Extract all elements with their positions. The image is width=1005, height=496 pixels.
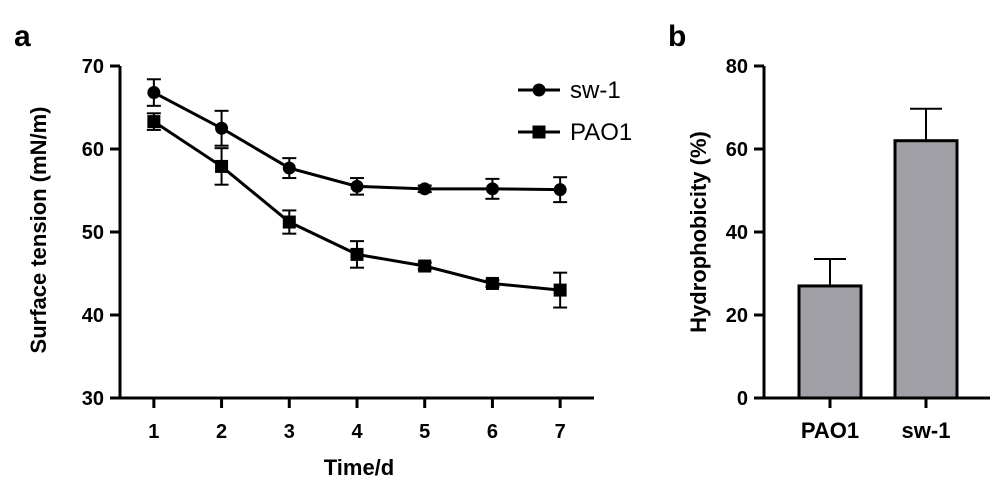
y-tick-label: 50 bbox=[82, 222, 104, 244]
panel-b-letter: b bbox=[668, 20, 686, 53]
series-line-sw-1 bbox=[153, 91, 561, 192]
data-point-pao1 bbox=[418, 259, 432, 273]
panel-a-letter: a bbox=[14, 20, 31, 53]
category-label-sw-1: sw-1 bbox=[902, 418, 951, 443]
legend-label-sw-1: sw-1 bbox=[570, 77, 621, 104]
legend: sw-1 PAO1 bbox=[518, 77, 632, 146]
x-tick-label: 4 bbox=[351, 421, 363, 443]
x-axis-title: Time/d bbox=[324, 455, 395, 480]
hydrophobicity-bar-chart: 0 20 40 60 80 PAO1 sw-1 Hydrophobicity (%) bbox=[686, 56, 990, 443]
data-point-sw-1 bbox=[553, 183, 567, 197]
data-point-pao1 bbox=[485, 276, 499, 290]
y-tick-label: 60 bbox=[726, 139, 748, 161]
data-point-pao1 bbox=[215, 159, 229, 173]
x-tick-label: 7 bbox=[555, 421, 566, 443]
y-tick-label: 70 bbox=[82, 56, 104, 78]
data-point-pao1 bbox=[553, 283, 567, 297]
y-tick-label: 0 bbox=[737, 388, 748, 410]
y-axis-title: Surface tension (mN/m) bbox=[26, 107, 51, 354]
x-tick-label: 6 bbox=[487, 421, 498, 443]
data-point-sw-1 bbox=[147, 86, 161, 100]
bar-pao1 bbox=[797, 284, 863, 400]
y-axis-title: Hydrophobicity (%) bbox=[686, 131, 711, 333]
y-tick-label: 20 bbox=[726, 305, 748, 327]
x-tick-label: 5 bbox=[419, 421, 430, 443]
legend-label-pao1: PAO1 bbox=[570, 119, 632, 146]
y-tick-label: 80 bbox=[726, 56, 748, 78]
x-tick-label: 2 bbox=[216, 421, 227, 443]
bar-sw-1 bbox=[893, 139, 959, 400]
data-point-sw-1 bbox=[282, 161, 296, 175]
y-tick-label: 40 bbox=[82, 305, 104, 327]
data-point-sw-1 bbox=[418, 182, 432, 196]
category-label-pao1: PAO1 bbox=[801, 418, 859, 443]
data-point-pao1 bbox=[350, 247, 364, 261]
x-tick-label: 3 bbox=[284, 421, 295, 443]
legend-marker-sw-1 bbox=[532, 83, 546, 97]
data-point-sw-1 bbox=[350, 179, 364, 193]
y-tick-label: 30 bbox=[82, 388, 104, 410]
y-tick-label: 40 bbox=[726, 222, 748, 244]
data-point-sw-1 bbox=[485, 182, 499, 196]
surface-tension-line-chart: 30 40 50 60 70 1 2 3 4 5 6 7 Surface tension (mN/m… bbox=[26, 56, 632, 480]
data-point-sw-1 bbox=[215, 121, 229, 135]
data-point-pao1 bbox=[147, 115, 161, 129]
y-tick-label: 60 bbox=[82, 139, 104, 161]
legend-marker-pao1 bbox=[532, 125, 546, 139]
data-point-pao1 bbox=[282, 215, 296, 229]
x-tick-label: 1 bbox=[148, 421, 159, 443]
